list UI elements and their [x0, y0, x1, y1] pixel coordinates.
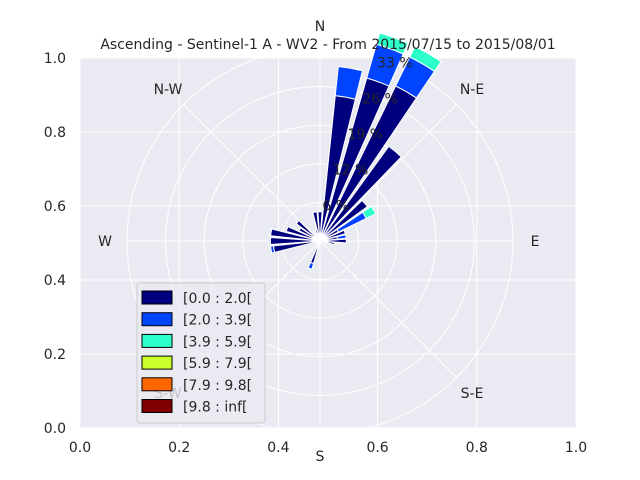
rose-bar-segment — [307, 261, 315, 270]
rose-bar-segment — [313, 233, 321, 242]
rose-bar-segment — [319, 229, 346, 242]
rose-bar-segment — [319, 240, 336, 246]
y-tick-label: 1.0 — [44, 51, 66, 67]
radial-label: 12 % — [333, 163, 369, 179]
y-tick-label: 0.8 — [44, 125, 66, 141]
y-tick-label: 0.6 — [44, 199, 66, 215]
radial-label: 6 % — [322, 198, 349, 214]
legend-swatch — [141, 333, 173, 348]
direction-label: N-W — [154, 82, 183, 98]
rose-bar-segment — [319, 145, 402, 242]
direction-spoke — [319, 104, 457, 242]
direction-label: S — [316, 449, 325, 465]
direction-label: W — [98, 234, 112, 250]
rose-bars — [268, 32, 442, 270]
direction-label: E — [531, 234, 540, 250]
legend-swatch — [141, 377, 173, 392]
legend-label: [0.0 : 2.0[ — [183, 291, 252, 307]
legend-swatch — [141, 355, 173, 370]
y-tick-label: 0.0 — [44, 421, 66, 437]
rose-bar-segment — [319, 238, 347, 244]
rose-bar-segment — [317, 211, 323, 242]
x-tick-label: 0.0 — [69, 440, 91, 456]
y-tick-label: 0.4 — [44, 273, 66, 289]
rose-bar-segment — [336, 234, 347, 240]
y-tick-label: 0.2 — [44, 347, 66, 363]
direction-label: S-E — [461, 386, 484, 402]
legend: [0.0 : 2.0[ [2.0 : 3.9[ [3.9 : 5.9[ [5.9 : … — [136, 282, 266, 424]
rose-bar-segment — [409, 45, 442, 72]
tick-labels: 0.0 0.2 0.4 0.6 0.8 1.0 0.0 0.2 0.4 0.6 0.8 1.0 — [44, 51, 587, 456]
direction-spoke — [183, 104, 321, 242]
rose-bar-segment — [319, 199, 369, 242]
rose-bar-segment — [361, 205, 377, 220]
legend-label: [3.9 : 5.9[ — [183, 334, 252, 350]
radial-label: 33 % — [377, 56, 413, 72]
legend-swatch — [141, 290, 173, 305]
radial-labels: 6 % 12 % 19 % 26 % 33 % — [322, 56, 412, 215]
rose-bar-segment — [312, 211, 321, 242]
radial-label: 26 % — [362, 91, 398, 107]
rose-bar-segment — [268, 236, 271, 246]
legend-label: [2.0 : 3.9[ — [183, 313, 252, 329]
legend-swatch — [141, 399, 173, 413]
rose-bar-segment — [270, 245, 276, 254]
legend-label: [7.9 : 9.8[ — [183, 378, 252, 394]
legend-swatch — [141, 312, 173, 327]
rose-bar-segment — [375, 32, 409, 55]
direction-spoke — [319, 240, 457, 378]
direction-label: N — [315, 19, 325, 35]
rose-bar-segment — [295, 219, 321, 242]
x-tick-label: 0.4 — [267, 440, 289, 456]
x-tick-label: 0.8 — [466, 440, 488, 456]
legend-label: [5.9 : 7.9[ — [183, 356, 252, 372]
x-tick-label: 0.2 — [168, 440, 190, 456]
radial-label: 19 % — [348, 127, 384, 143]
direction-label: N-E — [460, 82, 484, 98]
x-tick-label: 0.6 — [366, 440, 388, 456]
x-tick-label: 1.0 — [565, 440, 587, 456]
legend-label: [9.8 : inf[ — [183, 400, 248, 416]
chart-title: Ascending - Sentinel-1 A - WV2 - From 20… — [100, 37, 555, 53]
rose-bar-segment — [268, 228, 273, 237]
rose-bar-segment — [334, 65, 364, 100]
